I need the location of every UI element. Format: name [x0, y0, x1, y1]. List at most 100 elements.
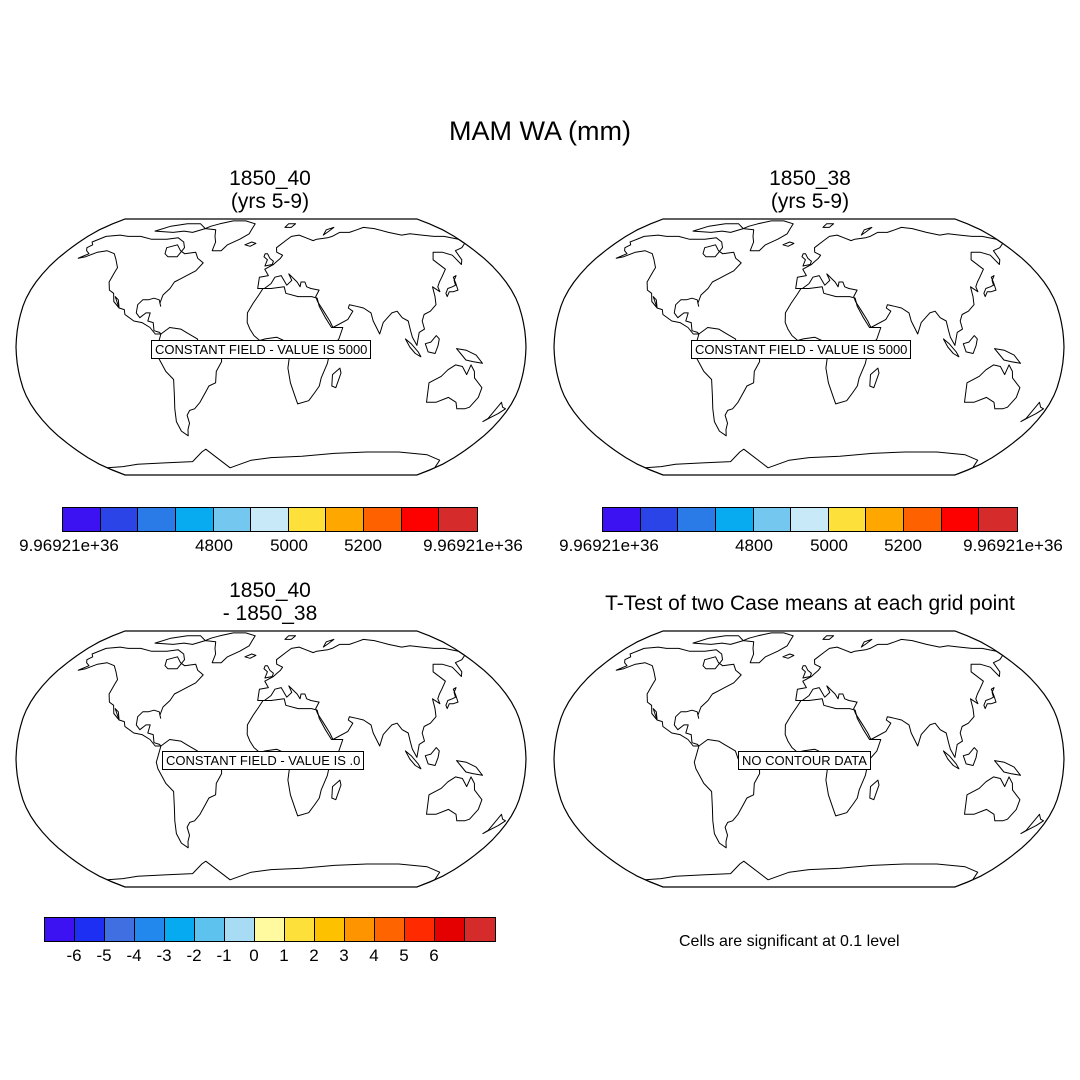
colorbar-1-label-2: 5000 [270, 536, 308, 555]
coastline [615, 646, 742, 747]
colorbar-2-swatch [715, 508, 754, 531]
colorbar-2-label-3: 5200 [884, 536, 922, 555]
panel-1-title-line1: 1850_40 [229, 167, 311, 190]
colorbar-3-swatch [195, 918, 225, 941]
colorbar-2-swatch [866, 508, 904, 531]
colorbar-3-swatch [315, 918, 345, 941]
colorbar-3-label: -6 [66, 946, 82, 965]
coastline [204, 632, 256, 664]
coastline [994, 760, 1021, 776]
colorbar-1-swatch [401, 508, 440, 531]
colorbar-1-swatch [326, 508, 364, 531]
coastline [445, 275, 459, 298]
coastline [742, 632, 794, 664]
coastline [404, 338, 422, 358]
coastline [284, 223, 297, 228]
panel-3-message: CONSTANT FIELD - VALUE IS .0 [162, 751, 365, 770]
colorbar-1-label-4: 9.96921e+36 [423, 536, 523, 555]
colorbar-3-swatch [165, 918, 195, 941]
colorbar-2-label-4: 9.96921e+36 [963, 536, 1063, 555]
panel-1-message: CONSTANT FIELD - VALUE IS 5000 [151, 340, 372, 359]
coastline [869, 779, 880, 801]
coastline [482, 813, 506, 835]
coastline [424, 747, 440, 766]
coastline [869, 367, 880, 389]
coastline [784, 698, 882, 817]
coastline [284, 635, 297, 640]
colorbar-1-label-1: 4800 [195, 536, 233, 555]
colorbar-2-swatch [753, 508, 792, 531]
coastline [782, 241, 795, 247]
coastline [244, 653, 257, 659]
coastline [77, 646, 204, 747]
coastline [154, 223, 206, 233]
coastline [263, 665, 274, 679]
colorbar-1-swatch [364, 508, 402, 531]
colorbar-2 [602, 507, 1018, 532]
colorbar-3-label: 3 [339, 946, 349, 965]
coastline [801, 665, 812, 679]
coastline [1020, 401, 1044, 423]
coastline [801, 253, 812, 267]
colorbar-3-label: 2 [309, 946, 319, 965]
colorbar-2-swatch [979, 508, 1017, 531]
coastline [692, 635, 744, 645]
colorbar-1-swatch [251, 508, 289, 531]
colorbar-3-swatch [465, 918, 495, 941]
colorbar-2-label-2: 5000 [810, 536, 848, 555]
colorbar-3-swatch [225, 918, 255, 941]
coastline [246, 286, 344, 405]
colorbar-2-swatch [791, 508, 829, 531]
coastline [257, 638, 466, 758]
colorbar-2-swatch [904, 508, 942, 531]
colorbar-2-swatch [941, 508, 980, 531]
coastline [644, 860, 979, 888]
coastline [644, 448, 979, 476]
coastline [962, 335, 978, 354]
coastline [822, 635, 835, 640]
coastline [983, 275, 997, 298]
coastline [482, 401, 506, 423]
colorbar-1-swatch [288, 508, 327, 531]
colorbar-3-label: -5 [96, 946, 112, 965]
colorbar-2-swatch [678, 508, 716, 531]
coastline [77, 234, 204, 335]
panel-3-title-line2: - 1850_38 [222, 602, 318, 625]
coastline [860, 226, 873, 236]
colorbar-3-swatch [135, 918, 165, 941]
coastline [257, 226, 466, 346]
colorbar-3-swatch [405, 918, 435, 941]
colorbar-3-swatch [375, 918, 405, 941]
colorbar-3-label: 1 [279, 946, 289, 965]
colorbar-3-swatch [345, 918, 375, 941]
colorbar-1-swatch [63, 508, 101, 531]
coastline [154, 635, 206, 645]
panel-4-title-line1: T-Test of two Case means at each grid po… [605, 592, 1015, 615]
significance-note: Cells are significant at 0.1 level [679, 933, 900, 950]
coastline [322, 226, 335, 236]
coastline [331, 779, 342, 801]
coastline [615, 234, 742, 335]
coastline [106, 448, 441, 476]
panel-1-title: 1850_40 (yrs 5-9) [120, 167, 420, 213]
panel-2-message: CONSTANT FIELD - VALUE IS 5000 [691, 340, 912, 359]
coastline [204, 220, 256, 252]
colorbar-1-swatch [213, 508, 252, 531]
coastline [322, 638, 335, 648]
coastline [693, 739, 761, 849]
panel-3-title-line1: 1850_40 [229, 579, 311, 602]
colorbar-1-label-0: 9.96921e+36 [19, 536, 119, 555]
coastline [994, 348, 1021, 364]
colorbar-3-swatch [255, 918, 285, 941]
colorbar-2-swatch [603, 508, 641, 531]
coastline [426, 776, 483, 822]
colorbar-3-label: -3 [156, 946, 172, 965]
coastline [456, 760, 483, 776]
colorbar-3-swatch [105, 918, 135, 941]
panel-1-title-line2: (yrs 5-9) [230, 190, 310, 213]
coastline [456, 348, 483, 364]
colorbar-1-swatch [138, 508, 176, 531]
colorbar-1-swatch [175, 508, 214, 531]
coastline [263, 253, 274, 267]
panel-2-title-line1: 1850_38 [769, 167, 851, 190]
